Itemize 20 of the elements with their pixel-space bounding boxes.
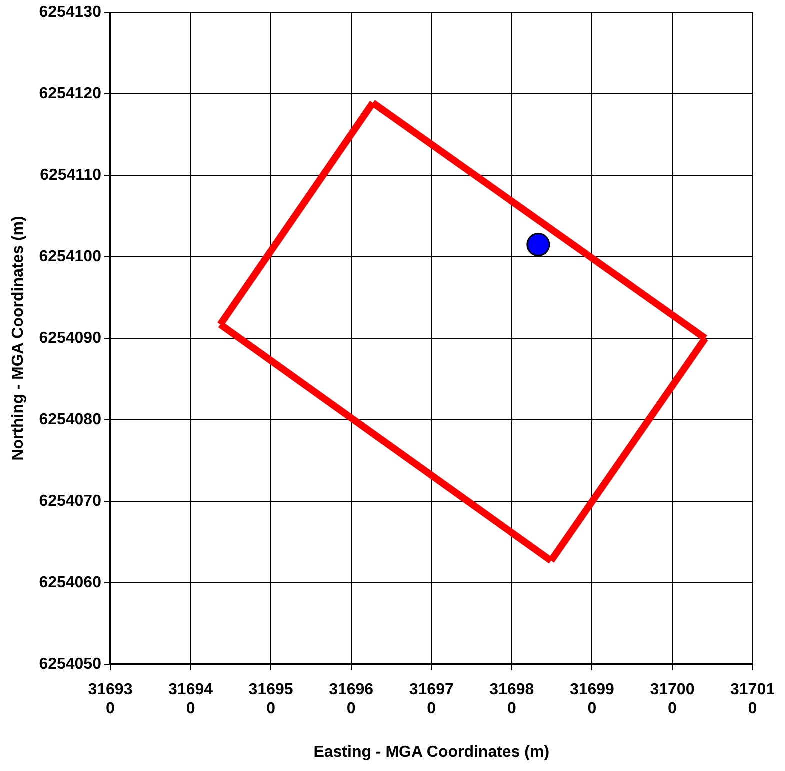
x-tick-label: 31693 0 <box>88 681 133 718</box>
x-tick-label: 31696 0 <box>329 681 374 718</box>
y-tick-label: 6254110 <box>40 166 102 184</box>
x-tick-label: 31700 0 <box>650 681 695 718</box>
x-tick-label: 31694 0 <box>168 681 214 718</box>
y-axis-title: Northing - MGA Coordinates (m) <box>10 216 28 461</box>
y-tick-label: 6254070 <box>39 492 102 510</box>
x-tick-label: 31698 0 <box>490 681 534 718</box>
y-tick-label: 6254100 <box>39 248 102 266</box>
x-tick-label: 31695 0 <box>248 681 294 718</box>
y-tick-label: 6254060 <box>39 574 102 592</box>
y-tick-label: 6254050 <box>39 656 102 673</box>
y-tick-label: 6254130 <box>39 4 102 22</box>
x-tick-label: 31701 0 <box>730 681 776 718</box>
y-tick-label: 6254090 <box>39 330 102 347</box>
x-axis-title: Easting - MGA Coordinates (m) <box>314 744 550 761</box>
x-tick-label: 31697 0 <box>409 681 454 718</box>
y-tick-label: 6254120 <box>39 85 102 102</box>
x-tick-label: 31699 0 <box>570 681 615 718</box>
y-tick-label: 6254080 <box>39 411 102 428</box>
